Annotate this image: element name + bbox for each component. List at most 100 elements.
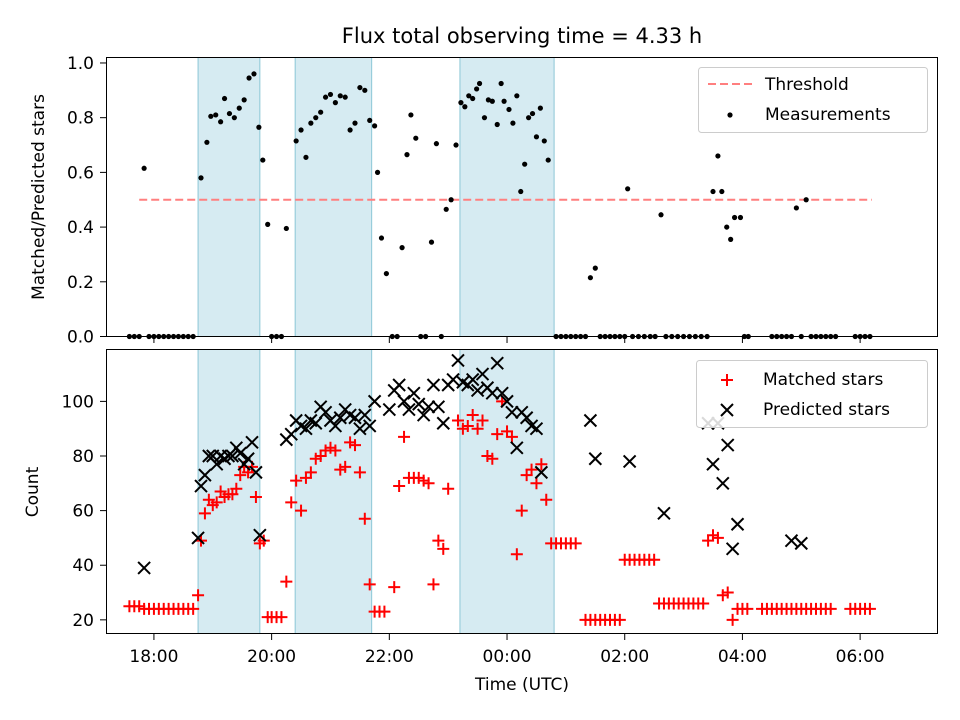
matched-star-point — [393, 480, 406, 493]
top-shaded-interval-0 — [197, 57, 261, 337]
measurement-point — [221, 95, 228, 102]
measurement-point — [710, 188, 716, 195]
predicted-star-point — [465, 372, 480, 387]
predicted-star-point — [725, 542, 740, 556]
matched-star-point — [388, 581, 401, 594]
bottom-y-tick-label: 60 — [72, 502, 94, 522]
bottom-y-axis-label: Count — [23, 466, 43, 517]
measurement-point — [481, 115, 488, 121]
top-y-tick-label: 0.2 — [67, 273, 94, 293]
matched-star-point — [348, 439, 361, 452]
matched-star-point — [192, 589, 205, 602]
predicted-star-point — [436, 416, 450, 430]
predicted-star-point — [249, 465, 263, 480]
measurement-point — [218, 119, 224, 125]
predicted-star-point — [245, 435, 259, 450]
top-y-tick-label: 0.0 — [67, 328, 94, 348]
measurement-point — [204, 139, 210, 145]
measurement-point — [198, 175, 204, 181]
predicted-star-point — [794, 536, 808, 551]
matched-star-point — [530, 477, 543, 490]
predicted-star-point — [198, 468, 212, 482]
predicted-star-point — [784, 533, 799, 548]
predicted-star-point — [475, 367, 490, 381]
matched-star-point — [432, 534, 445, 547]
measurement-point — [541, 138, 547, 144]
matched-star-point — [353, 466, 366, 479]
matched-star-point — [187, 602, 200, 615]
measurement-point — [374, 169, 381, 175]
matched-star-point — [378, 605, 391, 618]
legend-matched-label: Matched stars — [763, 370, 883, 390]
predicted-star-point — [470, 383, 485, 398]
measurement-point — [592, 265, 598, 271]
measurement-point — [474, 86, 480, 92]
predicted-star-point — [309, 416, 323, 430]
matched-star-point — [569, 537, 582, 550]
measurement-point — [489, 98, 495, 104]
predicted-star-point — [510, 441, 524, 455]
measurement-point — [362, 87, 368, 93]
measurement-point — [793, 205, 799, 211]
measurement-point — [378, 235, 385, 241]
predicted-star-point — [500, 394, 514, 409]
measurement-point — [208, 113, 214, 119]
predicted-star-point — [382, 402, 397, 417]
measurement-point — [241, 97, 247, 103]
measurement-point — [342, 94, 348, 100]
predicted-star-point — [416, 408, 431, 422]
legend-measurements-swatch — [727, 112, 733, 118]
measurement-point — [226, 110, 233, 117]
predicted-star-point — [284, 427, 298, 441]
predicted-star-point — [622, 454, 637, 469]
predicted-star-point — [490, 356, 504, 370]
matched-star-point — [280, 575, 293, 588]
measurement-point — [537, 105, 543, 111]
measurement-point — [265, 221, 271, 227]
matched-star-point — [437, 542, 450, 555]
matched-star-point — [442, 482, 455, 495]
top-shaded-interval-2 — [459, 57, 555, 337]
matched-star-point — [329, 444, 342, 457]
top-x-ticks — [153, 336, 861, 343]
matched-star-point — [741, 602, 754, 615]
measurement-point — [494, 121, 500, 128]
matched-star-point — [285, 496, 298, 509]
measurement-point — [485, 97, 491, 103]
bottom-shaded-interval-1 — [294, 349, 373, 634]
predicted-star-point — [716, 476, 730, 491]
measurement-point — [322, 94, 329, 100]
legend-matched-swatch — [721, 374, 733, 386]
predicted-star-point — [363, 419, 377, 433]
top-y-tick-label: 0.4 — [67, 218, 94, 238]
measurement-point — [141, 165, 147, 171]
predicted-star-point — [534, 465, 549, 480]
measurement-point — [448, 197, 454, 203]
top-y-tick-label: 0.6 — [67, 163, 94, 183]
matched-star-point — [398, 430, 411, 443]
matched-star-point — [510, 548, 523, 561]
predicted-star-point — [392, 378, 406, 392]
measurement-point — [529, 110, 536, 117]
x-tick-label: 04:00 — [718, 647, 767, 667]
matched-star-point — [525, 463, 538, 476]
matched-star-point — [824, 602, 837, 615]
measurement-point — [413, 135, 419, 141]
predicted-star-point — [519, 411, 534, 425]
matched-star-point — [721, 586, 734, 599]
matched-star-point — [466, 409, 479, 422]
measurement-point — [498, 80, 504, 87]
predicted-star-point — [353, 421, 367, 436]
measurement-point — [347, 127, 353, 133]
measurement-point — [526, 115, 532, 121]
measurement-point — [256, 124, 262, 130]
top-y-ticks: 0.0 0.2 0.4 0.6 0.8 1.0 — [67, 54, 107, 348]
measurement-point — [283, 225, 289, 232]
predicted-star-point — [191, 531, 205, 545]
matched-star-point — [476, 414, 489, 427]
matched-star-point — [275, 611, 288, 624]
measurement-point — [231, 115, 237, 121]
predicted-star-point — [421, 400, 436, 414]
top-legend-box — [698, 67, 928, 133]
measurement-point — [715, 153, 721, 159]
